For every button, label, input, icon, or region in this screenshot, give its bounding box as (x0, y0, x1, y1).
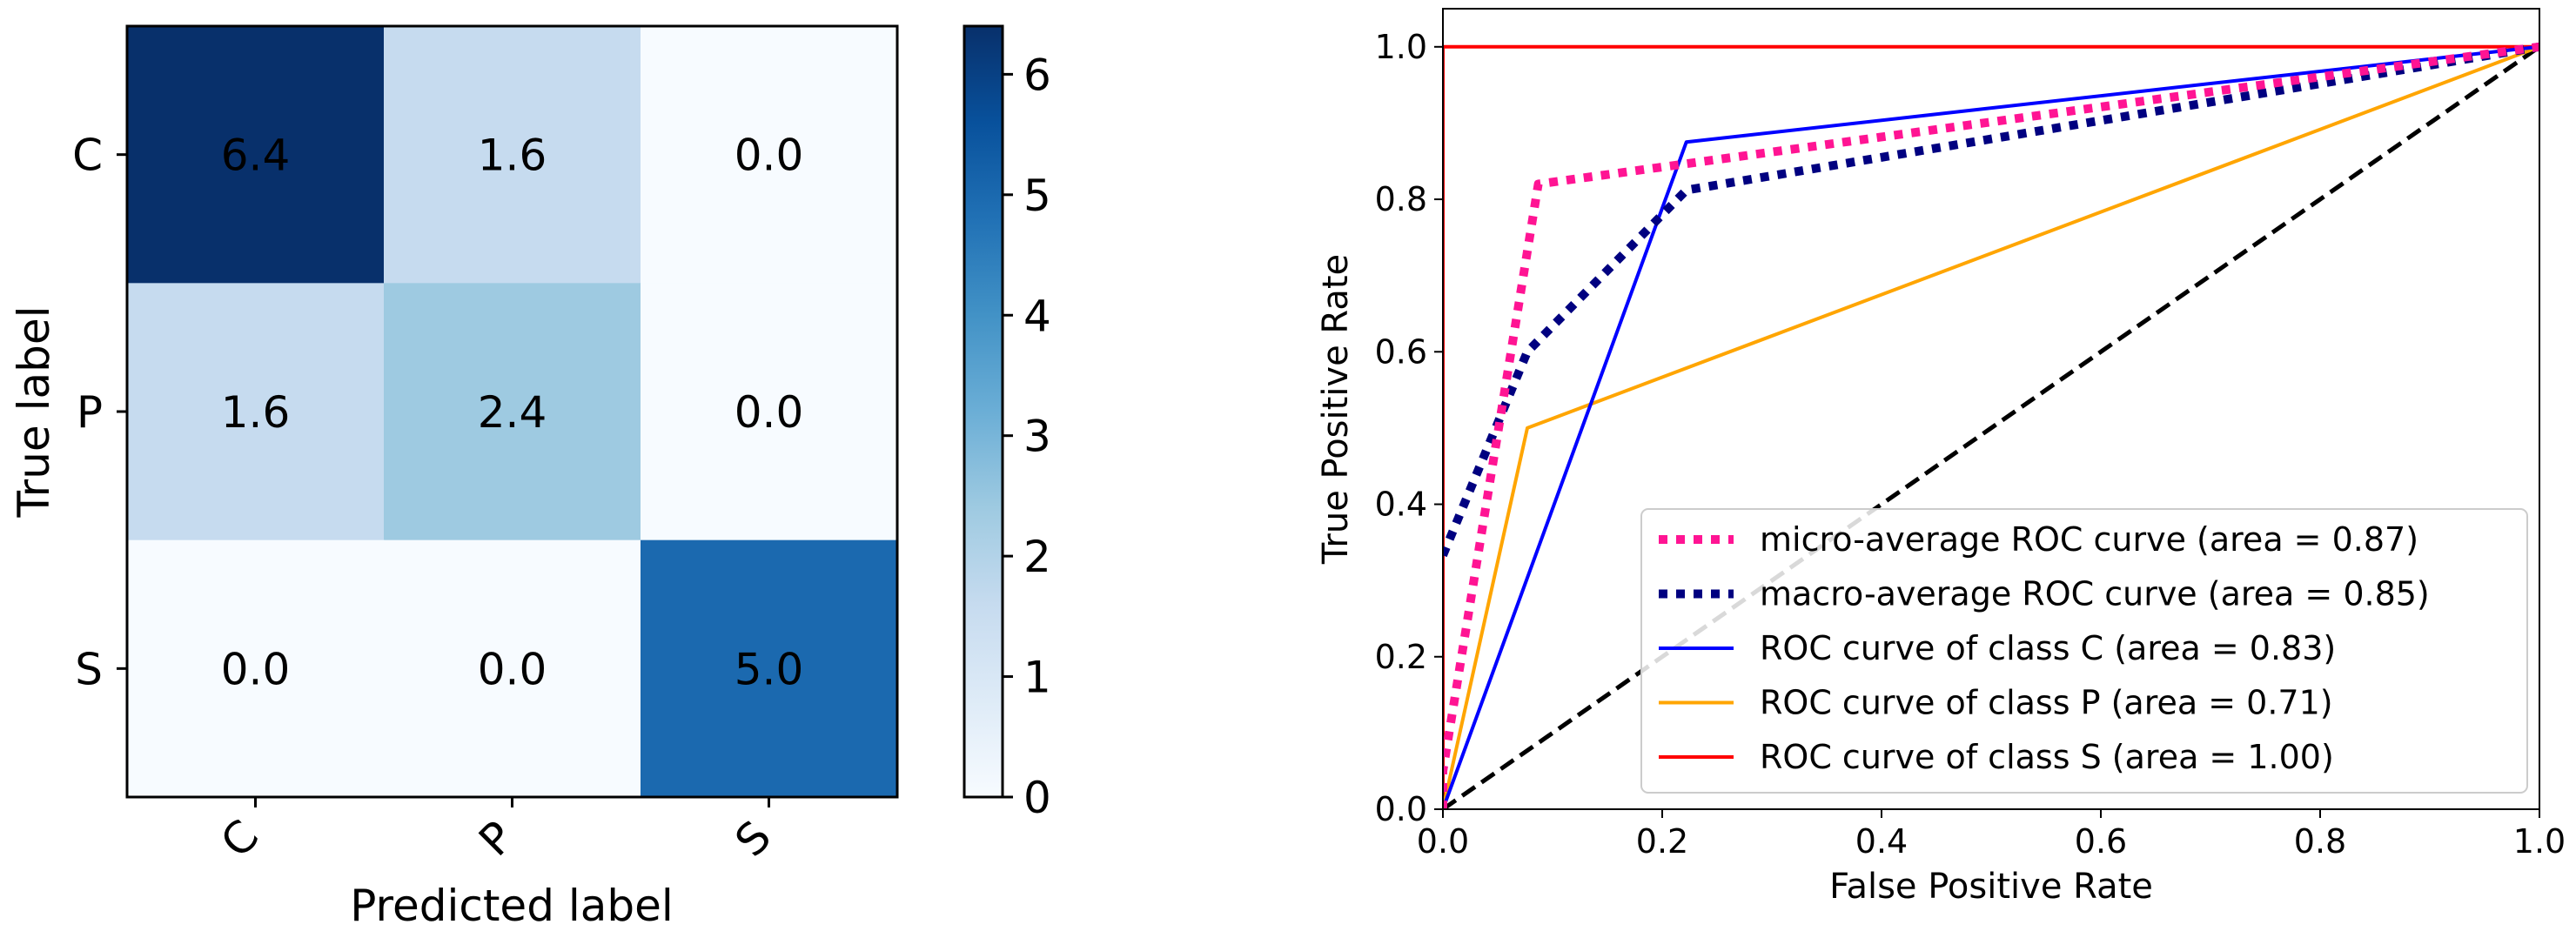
roc-legend-label: ROC curve of class P (area = 0.71) (1760, 684, 2333, 722)
roc-x-tick-label: 0.4 (1855, 822, 1908, 861)
cm-cell-label: 0.0 (221, 644, 291, 694)
cm-y-tick-label: C (72, 131, 103, 181)
roc-x-tick-label: 0.6 (2075, 822, 2127, 861)
roc-y-tick-label: 0.6 (1375, 332, 1427, 371)
roc-y-tick-label: 0.8 (1375, 180, 1427, 218)
roc-series-2 (1443, 44, 2539, 809)
roc-xlabel: False Positive Rate (1829, 867, 2153, 907)
colorbar-ticks: 0 1 2 3 4 5 6 (1003, 50, 1051, 823)
cm-cell-C-S (641, 26, 898, 284)
colorbar-gradient (963, 24, 1004, 799)
confusion-matrix-cell-labels: 6.4 1.6 0.0 1.6 2.4 0.0 0.0 0.0 5.0 (221, 131, 804, 695)
cm-cell-P-S (641, 283, 898, 541)
roc-legend: micro-average ROC curve (area = 0.87) mac… (1640, 508, 2528, 794)
roc-y-tick-label: 0.2 (1375, 638, 1427, 676)
cm-cell-label: 5.0 (735, 644, 804, 694)
roc-legend-entries: micro-average ROC curve (area = 0.87) mac… (1659, 520, 2430, 776)
roc-series-3 (1443, 44, 2539, 809)
cm-cell-label: 1.6 (221, 387, 291, 438)
cm-x-tick-label: P (469, 812, 523, 866)
roc-x-ticks: 0.0 0.2 0.4 0.6 0.8 1.0 (1417, 809, 2566, 861)
cm-y-tick-label: S (75, 644, 103, 694)
colorbar: 0 1 2 3 4 5 6 (963, 24, 1051, 823)
roc-y-tick-label: 1.0 (1375, 28, 1427, 66)
cm-y-tick-label: P (77, 387, 103, 438)
confusion-matrix: 6.4 1.6 0.0 1.6 2.4 0.0 0.0 0.0 5.0 C P S C P S Pred… (9, 24, 899, 931)
confusion-matrix-cells (127, 26, 898, 798)
roc-legend-label: ROC curve of class S (area = 1.00) (1760, 738, 2334, 776)
cm-cell-S-P (384, 539, 641, 798)
roc-x-tick-label: 1.0 (2513, 822, 2566, 861)
roc-y-ticks: 0.0 0.2 0.4 0.6 0.8 1.0 (1375, 28, 1443, 828)
roc-series-1 (1443, 42, 2539, 558)
roc-series-4 (1443, 44, 2539, 809)
cm-cell-label: 2.4 (478, 387, 547, 438)
colorbar-tick-label: 2 (1023, 532, 1051, 582)
roc-reference-diagonal (1443, 44, 2539, 809)
cm-cell-label: 6.4 (221, 131, 291, 181)
colorbar-tick-label: 3 (1023, 412, 1051, 462)
colorbar-tick-label: 4 (1023, 291, 1051, 341)
roc-x-tick-label: 0.0 (1417, 822, 1469, 861)
confusion-matrix-xlabel: Predicted label (350, 881, 674, 931)
cm-x-tick-label: S (726, 811, 781, 866)
roc-plot-frame (1442, 8, 2540, 810)
roc-plot: 0.0 0.2 0.4 0.6 0.8 1.0 0.0 0.2 0.4 0.6 0.8 1.0 Fa… (1316, 8, 2566, 907)
roc-legend-label: micro-average ROC curve (area = 0.87) (1760, 520, 2418, 559)
roc-x-tick-label: 0.8 (2294, 822, 2346, 861)
colorbar-tick-label: 5 (1023, 171, 1051, 221)
cm-cell-label: 1.6 (478, 131, 547, 181)
confusion-matrix-y-ticks: C P S (72, 131, 127, 694)
cm-cell-label: 0.0 (478, 644, 547, 694)
roc-y-tick-label: 0.4 (1375, 486, 1427, 524)
cm-cell-label: 0.0 (735, 387, 804, 438)
cm-cell-label: 0.0 (735, 131, 804, 181)
colorbar-tick-label: 0 (1023, 773, 1051, 823)
roc-ylabel: True Positive Rate (1316, 254, 1356, 565)
cm-cell-C-P (384, 26, 641, 284)
roc-lines (1443, 42, 2539, 809)
colorbar-tick-label: 6 (1023, 50, 1051, 100)
cm-x-tick-label: C (211, 810, 269, 868)
roc-legend-label: ROC curve of class C (area = 0.83) (1760, 629, 2336, 667)
roc-y-tick-label: 0.0 (1375, 790, 1427, 828)
roc-legend-box (1640, 508, 2528, 794)
roc-x-tick-label: 0.2 (1636, 822, 1688, 861)
cm-cell-S-S (641, 539, 898, 798)
confusion-matrix-ylabel: True label (9, 305, 59, 518)
colorbar-tick-label: 1 (1023, 653, 1051, 703)
cm-cell-S-C (127, 539, 385, 798)
cm-cell-P-C (127, 283, 385, 541)
cm-cell-P-P (384, 283, 641, 541)
roc-series-0 (1443, 42, 2539, 809)
cm-cell-C-C (127, 26, 385, 284)
roc-legend-label: macro-average ROC curve (area = 0.85) (1760, 575, 2430, 613)
